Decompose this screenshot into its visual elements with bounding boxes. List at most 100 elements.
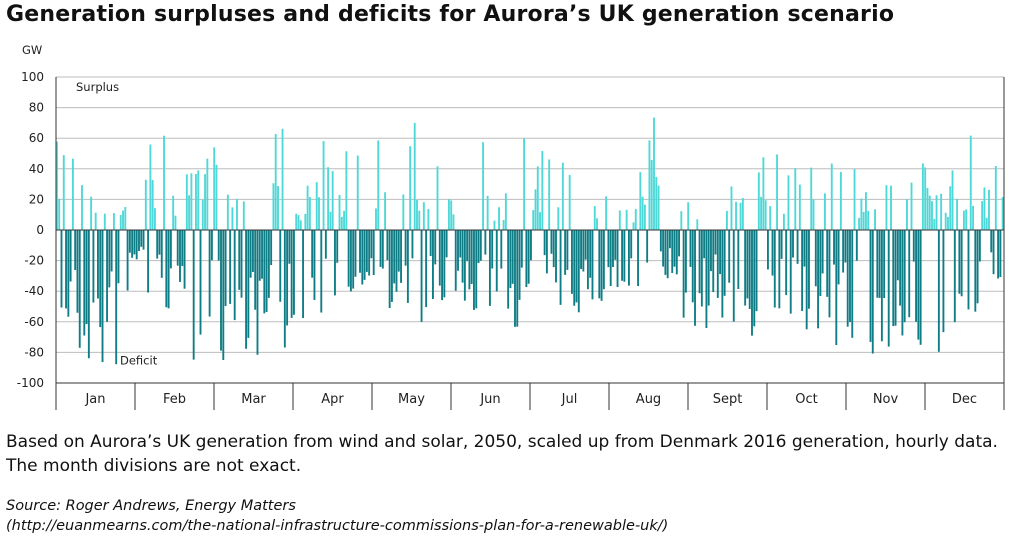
deficit-bar xyxy=(220,230,222,351)
deficit-bar xyxy=(222,230,225,361)
surplus-bar xyxy=(318,197,320,230)
surplus-bar xyxy=(760,196,763,230)
deficit-bar xyxy=(937,230,940,352)
surplus-bar xyxy=(858,217,861,230)
surplus-bar xyxy=(277,186,279,230)
deficit-bar xyxy=(438,230,441,286)
deficit-bar xyxy=(179,230,181,282)
y-tick-label: -20 xyxy=(24,254,44,268)
surplus-bar xyxy=(356,155,359,230)
deficit-bar xyxy=(106,230,109,322)
deficit-bar xyxy=(290,230,293,318)
deficit-bar xyxy=(584,230,587,260)
deficit-bar xyxy=(908,230,911,318)
deficit-bar xyxy=(694,230,696,326)
deficit-bar xyxy=(808,230,810,309)
deficit-bar xyxy=(598,230,601,299)
deficit-bar xyxy=(463,230,466,301)
deficit-bar xyxy=(778,230,781,309)
deficit-bar xyxy=(967,230,970,310)
surplus-bar xyxy=(539,212,541,230)
surplus-bar xyxy=(62,155,65,230)
surplus-bar xyxy=(541,151,544,230)
deficit-bar xyxy=(582,230,585,272)
surplus-bar xyxy=(830,163,833,230)
x-tick-label: Aug xyxy=(636,392,661,407)
surplus-bar xyxy=(299,220,302,230)
deficit-bar xyxy=(128,230,131,253)
surplus-bar xyxy=(730,186,733,230)
deficit-bar xyxy=(814,230,817,287)
surplus-bar xyxy=(402,194,405,230)
deficit-bar xyxy=(251,230,254,272)
y-tick-label: 80 xyxy=(29,101,44,115)
deficit-bar xyxy=(817,230,820,329)
surplus-bar xyxy=(557,207,560,230)
y-tick-label: 40 xyxy=(29,162,44,176)
surplus-bar xyxy=(969,135,972,230)
deficit-bar xyxy=(689,230,692,267)
y-tick-label: -40 xyxy=(24,284,44,298)
deficit-bar xyxy=(78,230,81,348)
deficit-bar xyxy=(589,230,592,278)
surplus-bar xyxy=(924,167,927,230)
deficit-bar xyxy=(372,230,375,276)
deficit-bar xyxy=(673,230,676,267)
deficit-bar xyxy=(258,230,261,281)
surplus-bar xyxy=(493,220,496,230)
deficit-bar xyxy=(509,230,512,289)
deficit-bar xyxy=(167,230,170,309)
y-tick-label: -100 xyxy=(17,376,44,390)
deficit-bar xyxy=(393,230,396,284)
surplus-bar xyxy=(940,193,943,230)
deficit-bar xyxy=(425,230,428,308)
surplus-bar xyxy=(823,193,826,230)
surplus-bar xyxy=(345,151,348,230)
deficit-bar xyxy=(555,230,557,283)
deficit-bar xyxy=(527,230,530,284)
surplus-bar xyxy=(306,185,309,230)
y-axis-unit-label: GW xyxy=(22,43,42,57)
deficit-bar xyxy=(878,230,881,298)
deficit-bar xyxy=(992,230,995,275)
deficit-bar xyxy=(245,230,248,349)
x-tick-label: Nov xyxy=(873,392,899,407)
surplus-bar xyxy=(650,159,653,230)
deficit-bar xyxy=(286,230,289,326)
deficit-bar xyxy=(97,230,99,299)
y-tick-label: 100 xyxy=(21,70,44,84)
surplus-bar xyxy=(725,210,728,230)
surplus-bar xyxy=(502,219,505,230)
deficit-bar xyxy=(773,230,776,308)
deficit-bar xyxy=(917,230,920,340)
deficit-bar xyxy=(887,230,890,347)
x-tick-label: Oct xyxy=(795,392,817,407)
deficit-bar xyxy=(397,230,400,272)
deficit-bar xyxy=(169,230,172,269)
deficit-bar xyxy=(623,230,626,282)
deficit-bar xyxy=(700,230,703,307)
deficit-bar xyxy=(675,230,678,275)
surplus-bar xyxy=(864,192,867,230)
surplus-bar xyxy=(58,198,61,230)
surplus-bar xyxy=(242,201,245,230)
deficit-bar xyxy=(974,230,977,312)
x-tick-label: Jan xyxy=(84,392,105,407)
surplus-bar xyxy=(769,206,772,230)
deficit-bar xyxy=(575,230,578,303)
deficit-bar xyxy=(249,230,252,278)
surplus-bar xyxy=(340,216,343,230)
deficit-bar xyxy=(869,230,872,342)
deficit-bar xyxy=(390,230,393,302)
y-tick-label: 0 xyxy=(36,223,44,237)
surplus-bar xyxy=(188,195,191,230)
surplus-bar xyxy=(409,146,412,230)
surplus-bar xyxy=(639,172,642,230)
deficit-bar xyxy=(518,230,521,300)
deficit-bar xyxy=(627,230,630,286)
deficit-bar xyxy=(240,230,243,298)
deficit-annotation: Deficit xyxy=(120,354,158,368)
surplus-bar xyxy=(384,192,387,230)
deficit-bar xyxy=(789,230,792,314)
deficit-bar xyxy=(395,230,398,292)
